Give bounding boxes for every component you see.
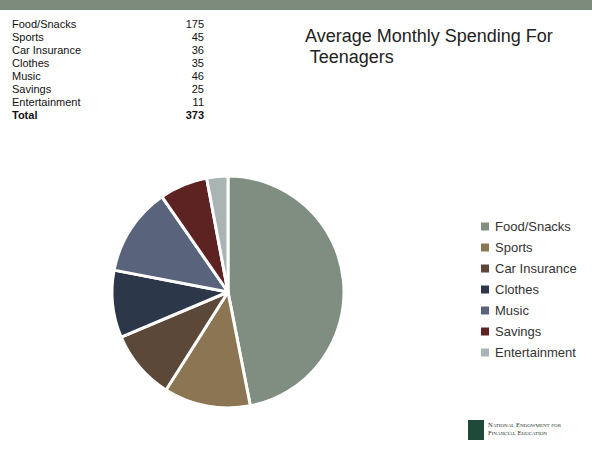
html-text:Savings: Savings <box>12 83 52 95</box>
svg-text:Teenagers: Teenagers <box>305 47 394 67</box>
html-text:35: 35 <box>191 57 204 69</box>
html-text:National Endowment for Financi: National Endowment for Financial Educati… <box>488 421 561 436</box>
html-text:11: 11 <box>192 96 204 108</box>
svg-text:Car Insurance: Car Insurance <box>495 261 577 276</box>
html-text:Sports: Sports <box>12 31 44 43</box>
svg-text:Average Monthly Spending For: Average Monthly Spending For <box>305 26 553 46</box>
html-text:Car Insurance: Car Insurance <box>12 44 82 56</box>
svg-text:Music: Music <box>495 303 529 318</box>
html-text:175: 175 <box>185 18 204 30</box>
svg-text:Savings: Savings <box>495 324 542 339</box>
html-text:Food/Snacks: Food/Snacks <box>12 18 77 30</box>
svg-text:Food/Snacks: Food/Snacks <box>495 219 571 234</box>
html-text:Entertainment: Entertainment <box>12 96 81 108</box>
html-text:45: 45 <box>191 31 204 43</box>
svg-text:Sports: Sports <box>495 240 533 255</box>
html-text:46: 46 <box>191 70 204 82</box>
svg-text:Entertainment: Entertainment <box>495 345 576 360</box>
html-text:36: 36 <box>191 44 204 56</box>
svg-text:Clothes: Clothes <box>495 282 540 297</box>
html-text:Clothes: Clothes <box>12 57 50 69</box>
html-text:Total: Total <box>12 109 38 121</box>
html-text:Music: Music <box>12 70 41 82</box>
html-text:373: 373 <box>185 109 204 121</box>
html-text:25: 25 <box>191 83 204 95</box>
